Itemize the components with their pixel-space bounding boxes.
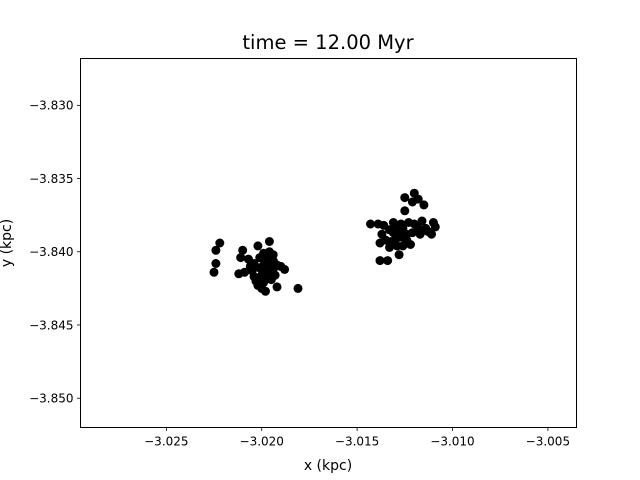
x-tick-label: −3.025 [144, 435, 188, 449]
data-point [272, 282, 282, 292]
y-tick-label: −3.850 [29, 392, 73, 406]
data-point [413, 194, 423, 204]
chart-title: time = 12.00 Myr [242, 31, 414, 54]
data-points [209, 188, 440, 296]
data-point [417, 216, 427, 226]
data-point [238, 245, 248, 255]
data-point [211, 245, 221, 255]
y-tick-label: −3.835 [29, 172, 73, 186]
x-axis-label: x (kpc) [304, 458, 352, 474]
data-point [400, 193, 410, 203]
data-point [394, 250, 404, 260]
data-point [211, 259, 221, 268]
plot-area-frame [80, 58, 577, 428]
data-point [270, 270, 280, 280]
y-tick-label: −3.840 [29, 245, 73, 259]
data-point [366, 219, 375, 229]
data-point [261, 286, 270, 296]
data-point [415, 229, 425, 239]
data-point [236, 253, 246, 263]
x-tick-label: −3.020 [240, 435, 284, 449]
data-point [383, 256, 393, 266]
x-tick-label: −3.005 [526, 435, 570, 449]
data-point [240, 267, 250, 277]
x-tick-label: −3.015 [335, 435, 379, 449]
data-point [280, 264, 290, 274]
data-point [430, 222, 440, 232]
data-point [253, 241, 263, 251]
y-axis: −3.830 −3.835 −3.840 −3.845 −3.850 [29, 99, 81, 406]
data-point [427, 229, 436, 239]
data-point [215, 238, 225, 248]
data-point [419, 200, 429, 210]
x-axis: −3.025 −3.020 −3.015 −3.010 −3.005 [144, 427, 570, 449]
data-point [375, 256, 385, 266]
y-axis-label: y (kpc) [0, 219, 15, 267]
x-tick-label: −3.010 [430, 435, 474, 449]
data-point [406, 240, 415, 249]
y-tick-label: −3.845 [29, 318, 73, 332]
data-point [400, 206, 410, 216]
y-tick-label: −3.830 [29, 99, 73, 113]
data-point [293, 283, 303, 293]
data-point [264, 237, 274, 246]
data-point [209, 267, 219, 277]
